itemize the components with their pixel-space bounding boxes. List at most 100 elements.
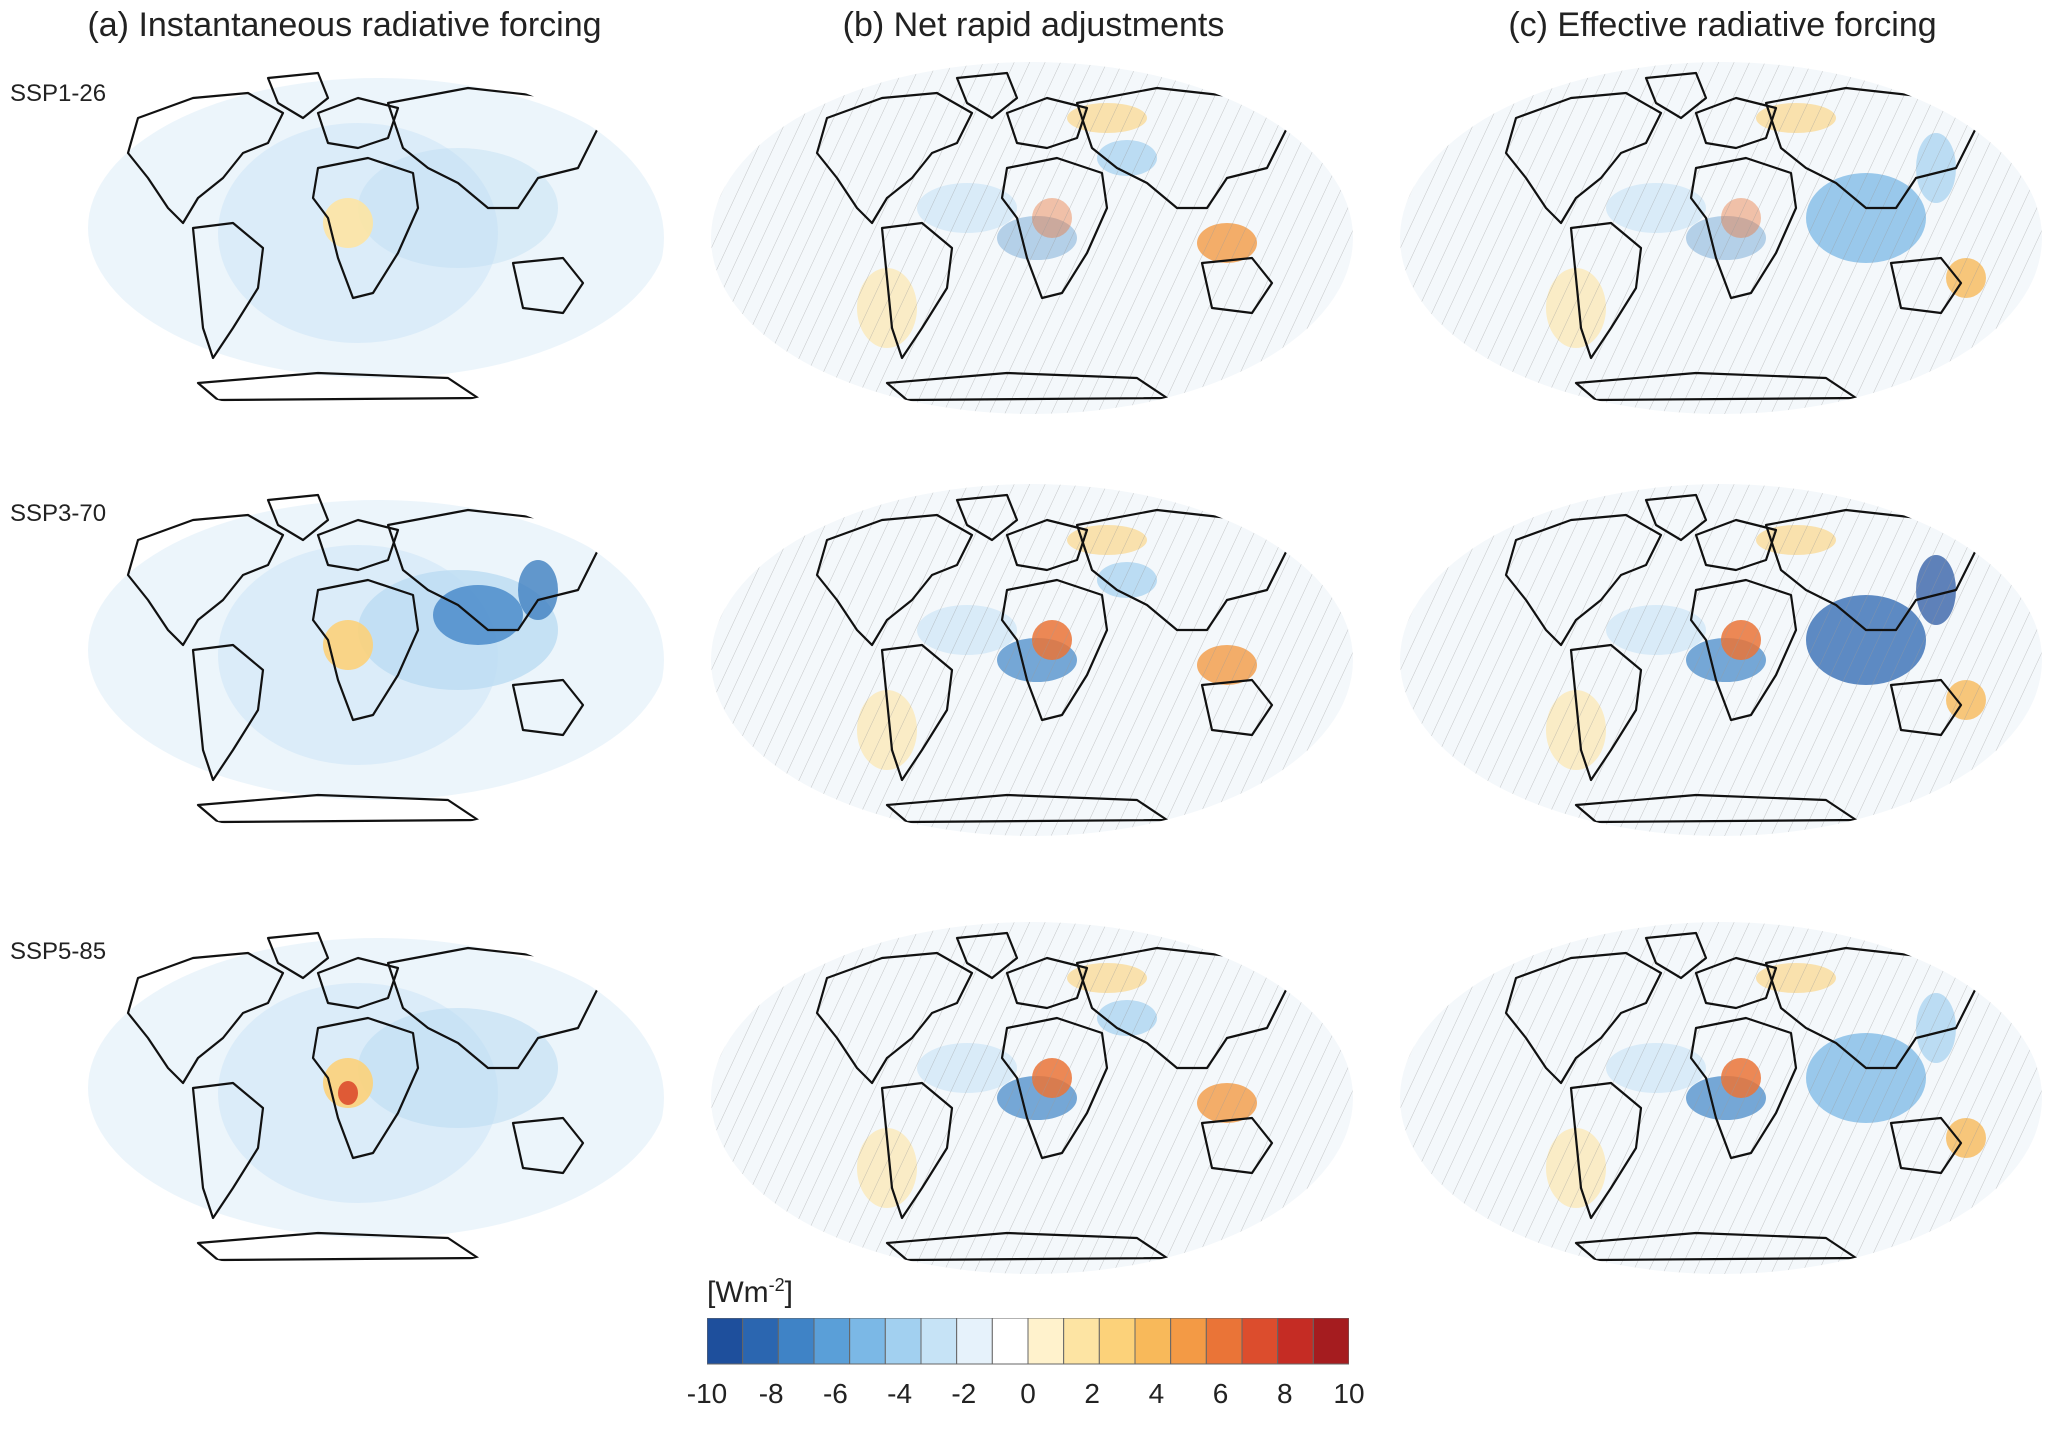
row-label-ssp126: SSP1-26 xyxy=(10,80,107,107)
coastline xyxy=(1889,1116,1963,1175)
forcing-anomaly xyxy=(518,560,558,620)
coastline xyxy=(511,1116,585,1175)
panel-title-a: (a) Instantaneous radiative forcing xyxy=(87,6,602,44)
coastline xyxy=(1569,643,1643,782)
colorbar-swatch xyxy=(1063,1317,1100,1365)
coastline xyxy=(311,156,420,300)
map-c-ssp1-26 xyxy=(1396,58,2046,418)
coastline xyxy=(1889,256,1963,315)
coastline xyxy=(196,1231,480,1262)
colorbar-swatch xyxy=(706,1317,744,1365)
colorbar-tick-label: 10 xyxy=(1333,1378,1365,1409)
coastline xyxy=(196,371,480,402)
coastline xyxy=(191,221,265,360)
colorbar-tick-label: -8 xyxy=(758,1378,784,1409)
coastline xyxy=(191,1081,265,1220)
coastline xyxy=(1005,96,1089,150)
colorbar-tick-label: -10 xyxy=(686,1378,728,1409)
coastline xyxy=(266,931,330,980)
coastline xyxy=(1694,518,1778,572)
coastline xyxy=(880,1081,954,1220)
coastline xyxy=(1574,1231,1858,1262)
coastline xyxy=(1000,1016,1109,1160)
coastline xyxy=(885,371,1169,402)
coastline xyxy=(1889,678,1963,737)
coastline xyxy=(1005,956,1089,1010)
coastline xyxy=(196,793,480,824)
coastline xyxy=(311,578,420,722)
coastline xyxy=(316,518,400,572)
coastline xyxy=(126,951,285,1085)
colorbar-swatch xyxy=(920,1317,958,1365)
significance-hatching xyxy=(711,62,1353,414)
coastline xyxy=(880,643,954,782)
colorbar-swatch xyxy=(813,1317,851,1365)
colorbar-swatch xyxy=(1098,1317,1136,1365)
significance-hatching xyxy=(711,484,1353,836)
map-c-ssp5-85 xyxy=(1396,918,2046,1278)
colorbar-tick-label: 4 xyxy=(1148,1378,1165,1409)
coastline xyxy=(1200,678,1274,737)
coastline xyxy=(1644,493,1708,542)
significance-hatching xyxy=(1400,62,2042,414)
colorbar-tick-label: 2 xyxy=(1084,1378,1100,1409)
colorbar xyxy=(706,1317,1350,1371)
coastline xyxy=(1574,793,1858,824)
coastline xyxy=(815,513,974,647)
coastline xyxy=(1574,371,1858,402)
coastline xyxy=(1504,513,1663,647)
coastline xyxy=(885,1231,1169,1262)
coastline xyxy=(316,96,400,150)
significance-hatching xyxy=(711,922,1353,1274)
colorbar-swatch xyxy=(884,1317,922,1365)
significance-hatching xyxy=(1400,922,2042,1274)
panel-title-b: (b) Net rapid adjustments xyxy=(842,6,1225,44)
coastline xyxy=(1200,256,1274,315)
forcing-anomaly xyxy=(338,1081,358,1105)
coastline xyxy=(815,951,974,1085)
colorbar-tick-label: 0 xyxy=(1020,1378,1036,1409)
coastline xyxy=(1689,156,1798,300)
colorbar-swatch xyxy=(1170,1317,1207,1365)
forcing-anomaly xyxy=(323,198,373,248)
coastline xyxy=(1000,578,1109,722)
colorbar-unit: [Wm-2] xyxy=(707,1275,793,1309)
coastline xyxy=(1504,91,1663,225)
coastline xyxy=(191,643,265,782)
coastline xyxy=(1689,578,1798,722)
forcing-anomaly xyxy=(323,620,373,670)
map-b-ssp3-70 xyxy=(707,480,1357,840)
coastline xyxy=(1504,951,1663,1085)
colorbar-swatch xyxy=(1312,1317,1350,1365)
colorbar-swatch xyxy=(1027,1317,1065,1365)
colorbar-swatches xyxy=(706,1317,1350,1365)
coastline xyxy=(1569,221,1643,360)
map-c-ssp3-70 xyxy=(1396,480,2046,840)
map-a-ssp1-26 xyxy=(18,58,668,418)
coastline xyxy=(1644,931,1708,980)
colorbar-swatch xyxy=(777,1317,815,1365)
colorbar-swatch xyxy=(1134,1317,1172,1365)
coastline xyxy=(266,71,330,120)
coastline xyxy=(1000,156,1109,300)
colorbar-swatch xyxy=(991,1317,1029,1365)
colorbar-tick-label: -6 xyxy=(822,1378,848,1409)
coastline xyxy=(511,256,585,315)
map-a-ssp3-70 xyxy=(18,480,668,840)
coastline xyxy=(126,91,285,225)
colorbar-swatch xyxy=(742,1317,779,1365)
coastline xyxy=(1005,518,1089,572)
colorbar-swatch xyxy=(956,1317,993,1365)
coastline xyxy=(880,221,954,360)
row-label-ssp585: SSP5-85 xyxy=(10,938,107,965)
coastline xyxy=(1694,96,1778,150)
row-label-ssp370: SSP3-70 xyxy=(10,500,107,527)
colorbar-swatch xyxy=(849,1317,886,1365)
coastline xyxy=(955,493,1019,542)
map-b-ssp1-26 xyxy=(707,58,1357,418)
coastline xyxy=(1689,1016,1798,1160)
coastline xyxy=(885,793,1169,824)
forcing-anomaly xyxy=(358,148,558,268)
colorbar-tick-label: -2 xyxy=(951,1378,977,1409)
coastline xyxy=(955,931,1019,980)
